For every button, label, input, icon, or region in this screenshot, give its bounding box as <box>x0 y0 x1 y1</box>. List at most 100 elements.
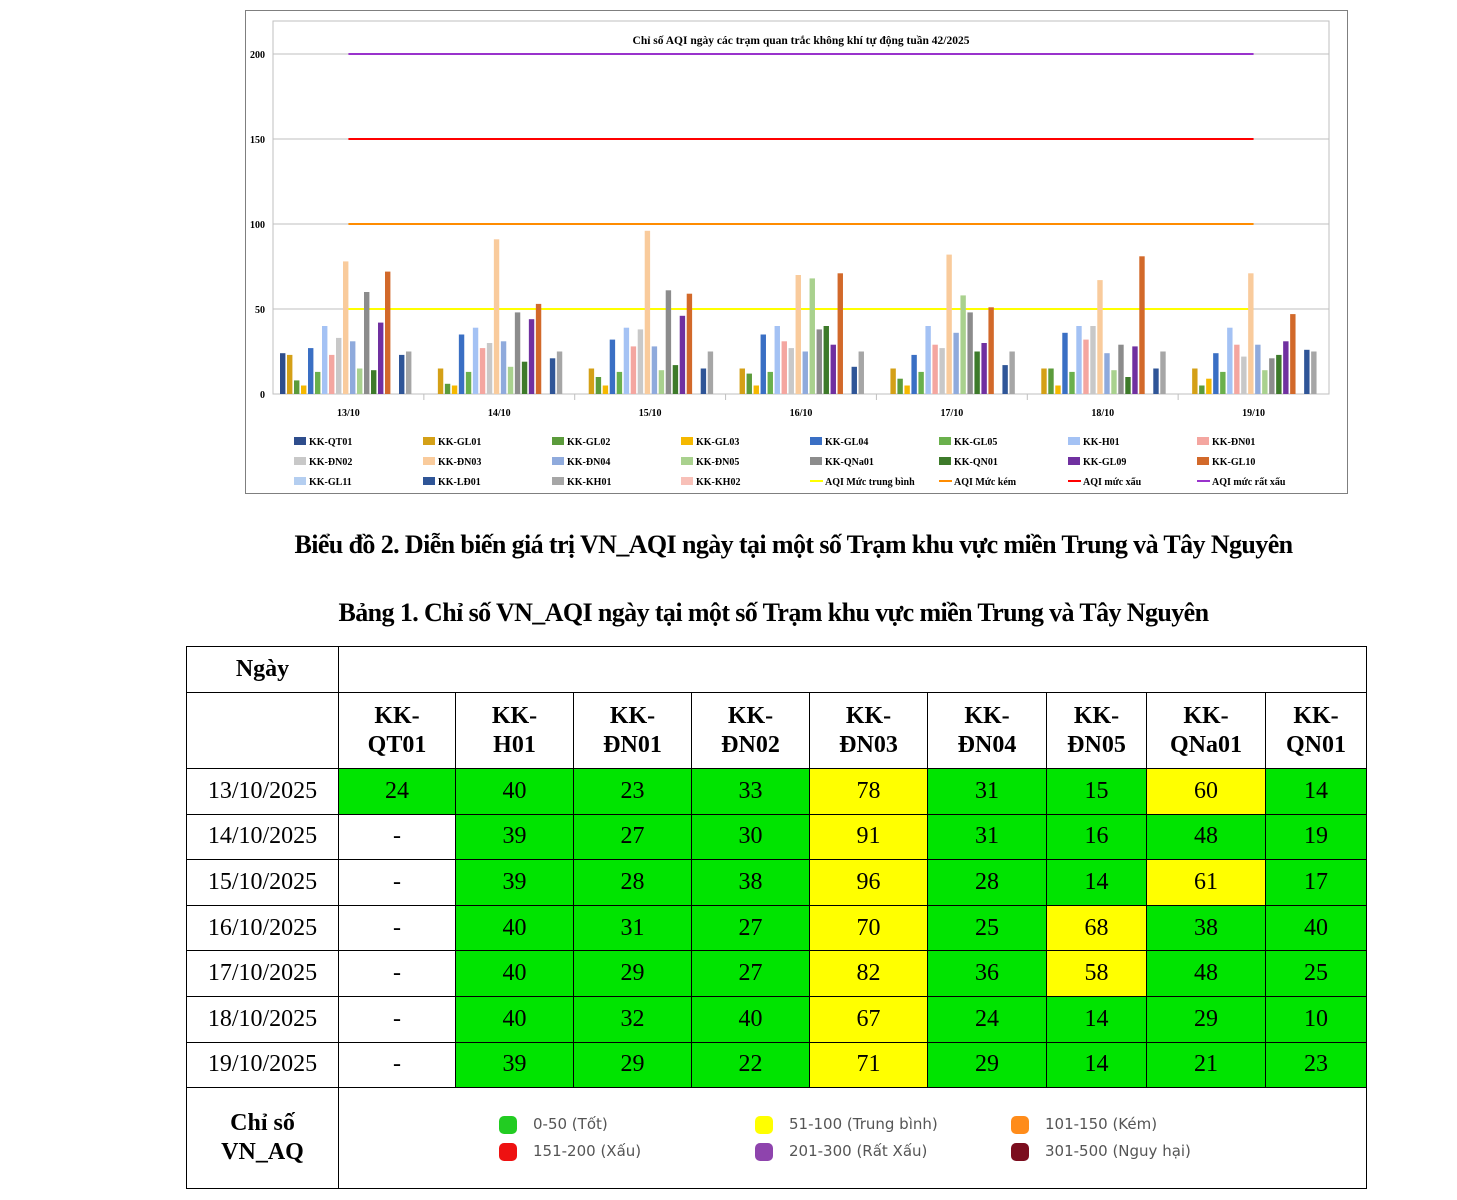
date-cell: 16/10/2025 <box>186 904 339 952</box>
aqi-value-cell: 36 <box>927 950 1047 997</box>
bar <box>1153 368 1159 394</box>
bar <box>378 322 384 394</box>
bar <box>588 368 595 394</box>
legend-dot-icon <box>755 1115 773 1134</box>
legend-swatch <box>1197 437 1209 445</box>
bar <box>644 230 651 394</box>
legend-swatch <box>552 437 564 445</box>
aqi-value-cell: 31 <box>927 813 1047 861</box>
legend-swatch <box>681 477 693 485</box>
aqi-value-cell: - <box>338 813 456 861</box>
bar <box>1199 385 1205 394</box>
aqi-legend-item: 151-200 (Xấu) <box>499 1137 641 1166</box>
aqi-legend-label: 201-300 (Rất Xấu) <box>789 1142 928 1161</box>
legend-swatch <box>1068 457 1080 465</box>
aqi-value-cell: 15 <box>1046 768 1147 815</box>
bar <box>1220 371 1226 394</box>
legend-swatch <box>810 457 822 465</box>
aqi-value-cell: 40 <box>691 995 810 1043</box>
aqi-value-cell: 40 <box>1265 904 1367 952</box>
y-tick-label: 0 <box>260 390 265 401</box>
station-header: KK- ĐN04 <box>927 692 1047 769</box>
bar <box>904 385 910 394</box>
bar <box>1118 344 1124 394</box>
aqi-legend-item: 101-150 (Kém) <box>1011 1110 1157 1139</box>
y-tick-label: 200 <box>250 50 265 61</box>
bar <box>1111 370 1117 394</box>
bar <box>1269 358 1275 394</box>
bar <box>981 343 987 394</box>
aqi-legend-label: 151-200 (Xấu) <box>533 1142 642 1161</box>
bar <box>1213 353 1219 394</box>
aqi-value-cell: 25 <box>927 904 1047 952</box>
legend-label: AQI mức xấu <box>1083 477 1142 488</box>
bar <box>1255 344 1261 394</box>
bar <box>507 366 514 394</box>
bar <box>1132 346 1138 394</box>
bar <box>946 254 952 394</box>
legend-label: KK-H01 <box>1083 437 1120 448</box>
legend-label: KK-KH01 <box>567 477 611 488</box>
aqi-value-cell: 29 <box>1146 995 1266 1043</box>
legend-label: KK-GL01 <box>438 437 481 448</box>
aqi-value-cell: 78 <box>809 768 928 815</box>
aqi-value-cell: 23 <box>573 768 692 815</box>
aqi-legend-label: 301-500 (Nguy hại) <box>1045 1142 1191 1161</box>
bar <box>637 329 644 394</box>
aqi-value-cell: 91 <box>809 813 928 861</box>
bar <box>1276 354 1282 394</box>
aqi-chart: 0 50 100 150 200 Chỉ số AQI ngày các trạm qua… <box>245 10 1348 494</box>
aqi-value-cell: 48 <box>1146 950 1266 997</box>
bar <box>630 346 637 394</box>
legend-swatch <box>294 457 306 465</box>
date-header: Ngày <box>186 646 339 693</box>
bar <box>399 354 405 394</box>
legend-swatch <box>552 477 564 485</box>
bar <box>616 371 623 394</box>
aqi-legend-item: 51-100 (Trung bình) <box>755 1110 938 1139</box>
bar <box>686 293 693 394</box>
legend-label: KK-GL11 <box>309 477 352 488</box>
bar <box>528 319 535 394</box>
x-tick-label: 14/10 <box>488 408 511 419</box>
aqi-value-cell: 70 <box>809 904 928 952</box>
station-header: KK- ĐN03 <box>809 692 928 769</box>
bar <box>308 348 314 394</box>
bar <box>1234 344 1240 394</box>
header-blank <box>186 692 339 769</box>
table-caption: Bảng 1. Chỉ số VN_AQI ngày tại một số Tr… <box>338 598 1210 627</box>
aqi-legend: 0-50 (Tốt) 51-100 (Trung bình) 101-150 (Ké… <box>338 1087 1367 1190</box>
bar <box>672 365 679 394</box>
date-cell: 13/10/2025 <box>186 768 339 815</box>
header-blank <box>338 646 1367 693</box>
aqi-legend-item: 201-300 (Rất Xấu) <box>755 1137 927 1166</box>
bar <box>294 380 300 394</box>
bar <box>458 334 465 394</box>
legend-label: KK-QT01 <box>309 437 352 448</box>
station-header: KK- ĐN02 <box>691 692 810 769</box>
bar <box>1241 356 1247 394</box>
bar <box>767 371 773 394</box>
bar <box>1062 332 1068 394</box>
bar <box>451 385 458 394</box>
x-tick-label: 16/10 <box>790 408 813 419</box>
bar <box>500 341 507 394</box>
legend-dot-icon <box>1011 1142 1029 1161</box>
legend-label: KK-ĐN03 <box>438 457 481 468</box>
bar <box>521 361 528 394</box>
bar <box>549 358 556 394</box>
bar <box>357 368 363 394</box>
bar <box>1069 371 1075 394</box>
bar <box>932 344 938 394</box>
legend-label: KK-LĐ01 <box>438 477 481 488</box>
aqi-value-cell: 31 <box>927 768 1047 815</box>
bar <box>679 315 686 394</box>
aqi-value-cell: 25 <box>1265 950 1367 997</box>
bar <box>851 366 857 394</box>
bar <box>1262 370 1268 394</box>
bar <box>707 351 714 394</box>
aqi-value-cell: 68 <box>1046 904 1147 952</box>
bar <box>322 326 328 394</box>
aqi-value-cell: 82 <box>809 950 928 997</box>
bar <box>364 292 370 394</box>
